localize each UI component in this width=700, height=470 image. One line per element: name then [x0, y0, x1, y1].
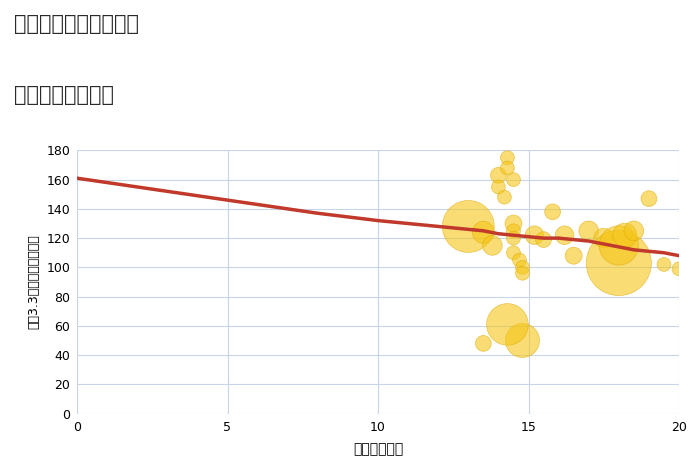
- Point: [493, 183, 504, 191]
- Point: [559, 231, 570, 239]
- Point: [508, 176, 519, 183]
- Point: [613, 259, 624, 267]
- Point: [508, 227, 519, 235]
- Point: [514, 256, 525, 264]
- Point: [517, 269, 528, 277]
- Point: [598, 235, 609, 242]
- Point: [568, 252, 580, 259]
- Point: [499, 194, 510, 201]
- Point: [477, 340, 489, 347]
- Point: [508, 235, 519, 242]
- Point: [502, 321, 513, 328]
- Point: [517, 337, 528, 344]
- Point: [529, 231, 540, 239]
- X-axis label: 駅距離（分）: 駅距離（分）: [353, 442, 403, 456]
- Point: [486, 242, 498, 249]
- Point: [547, 208, 558, 216]
- Point: [583, 227, 594, 235]
- Point: [538, 236, 549, 243]
- Point: [643, 195, 655, 203]
- Point: [493, 172, 504, 179]
- Point: [502, 164, 513, 172]
- Point: [673, 265, 685, 273]
- Point: [620, 231, 631, 239]
- Point: [508, 249, 519, 257]
- Point: [502, 154, 513, 162]
- Point: [477, 228, 489, 236]
- Point: [463, 223, 474, 230]
- Y-axis label: 坪（3.3㎡）単価（万円）: 坪（3.3㎡）単価（万円）: [27, 235, 41, 329]
- Point: [613, 242, 624, 249]
- Point: [508, 220, 519, 227]
- Point: [517, 264, 528, 271]
- Text: 東京都小金井市桜町の: 東京都小金井市桜町の: [14, 14, 139, 34]
- Point: [629, 227, 640, 235]
- Text: 駅距離別土地価格: 駅距離別土地価格: [14, 85, 114, 105]
- Point: [658, 261, 669, 268]
